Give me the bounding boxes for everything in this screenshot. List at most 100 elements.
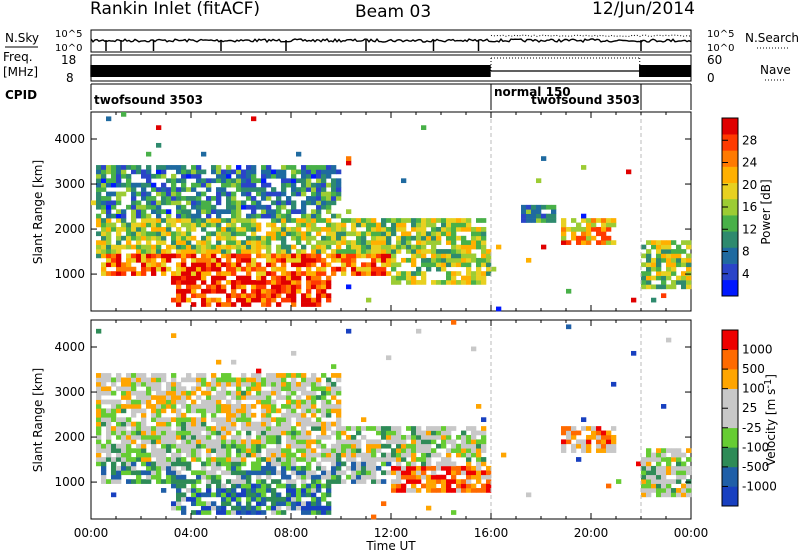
heatmap-cell [106,434,112,440]
heatmap-cell [481,434,487,440]
heatmap-cell [231,262,237,268]
heatmap-cell [226,461,232,467]
heatmap-cell [231,280,237,285]
heatmap-cell [316,501,322,507]
heatmap-cell [241,218,247,223]
heatmap-cell [381,266,387,272]
heatmap-cell [431,439,437,445]
heatmap-cell [131,461,137,467]
heatmap-cell [256,452,262,458]
heatmap-cell [171,439,177,445]
heatmap-cell [391,479,397,484]
heatmap-cell [266,404,272,409]
heatmap-cell [306,404,312,409]
heatmap-cell [346,443,352,449]
heatmap-cell [476,479,482,484]
heatmap-cell [661,479,667,484]
heatmap-cell [166,187,172,192]
heatmap-cell [131,244,137,250]
heatmap-cell [436,257,442,263]
heatmap-cell [181,443,187,449]
heatmap-cell [126,231,132,237]
heatmap-cell [206,244,212,250]
heatmap-cell [256,457,262,462]
heatmap-cell [661,293,667,299]
heatmap-cell [131,457,137,462]
heatmap-cell [136,430,142,436]
heatmap-cell [136,426,142,431]
heatmap-cell [261,417,267,423]
heatmap-cell [661,240,667,245]
heatmap-cell [341,452,347,458]
heatmap-cell [251,249,257,254]
heatmap-cell [366,297,372,303]
heatmap-cell [291,443,297,449]
heatmap-cell [191,196,197,201]
heatmap-cell [251,377,257,383]
heatmap-cell [441,426,447,431]
heatmap-cell [161,488,167,493]
heatmap-cell [401,488,407,493]
heatmap-cell [461,244,467,250]
heatmap-cell [221,386,227,392]
heatmap-cell [471,434,477,440]
heatmap-cell [346,218,352,223]
heatmap-cell [326,218,332,223]
heatmap-cell [321,204,327,210]
heatmap-cell [236,204,242,210]
heatmap-cell [381,426,387,431]
heatmap-cell [181,244,187,250]
heatmap-cell [126,430,132,436]
heatmap-cell [226,257,232,263]
heatmap-cell [206,257,212,263]
heatmap-cell [211,249,217,254]
heatmap-cell [116,218,122,223]
heatmap-cell [191,470,197,476]
heatmap-cell [456,244,462,250]
heatmap-cell [451,262,457,268]
heatmap-cell [181,439,187,445]
heatmap-cell [171,187,177,192]
heatmap-cell [286,483,292,489]
heatmap-cell [401,465,407,471]
colorbar-swatch [722,215,738,232]
heatmap-cell [446,231,452,237]
heatmap-cell [101,204,107,210]
heatmap-cell [271,496,277,502]
heatmap-cell [171,191,177,197]
heatmap-cell [486,470,492,476]
heatmap-cell [241,187,247,192]
heatmap-cell [131,408,137,414]
heatmap-cell [136,200,142,206]
heatmap-cell [531,213,537,219]
heatmap-cell [111,399,117,405]
heatmap-cell [211,386,217,392]
heatmap-cell [426,465,432,471]
heatmap-cell [406,452,412,458]
heatmap-cell [266,240,272,245]
nsky-label: N.Sky [5,31,39,45]
heatmap-cell [371,231,377,237]
heatmap-cell [211,257,217,263]
heatmap-cell [371,271,377,276]
heatmap-cell [251,116,257,122]
heatmap-cell [656,249,662,254]
heatmap-cell [481,271,487,276]
heatmap-cell [211,426,217,431]
heatmap-cell [346,284,352,290]
heatmap-cell [361,465,367,471]
heatmap-cell [136,479,142,484]
heatmap-cell [416,488,422,493]
cpid-segment-label: twofsound 3503 [531,93,640,107]
heatmap-cell [191,501,197,507]
heatmap-cell [406,479,412,484]
heatmap-cell [671,470,677,476]
heatmap-cell [176,231,182,237]
nsearch-tick-top: 10^5 [707,29,734,40]
heatmap-cell [221,443,227,449]
heatmap-cell [111,173,117,179]
heatmap-cell [336,443,342,449]
heatmap-cell [676,461,682,467]
heatmap-cell [456,262,462,268]
heatmap-cell [246,452,252,458]
